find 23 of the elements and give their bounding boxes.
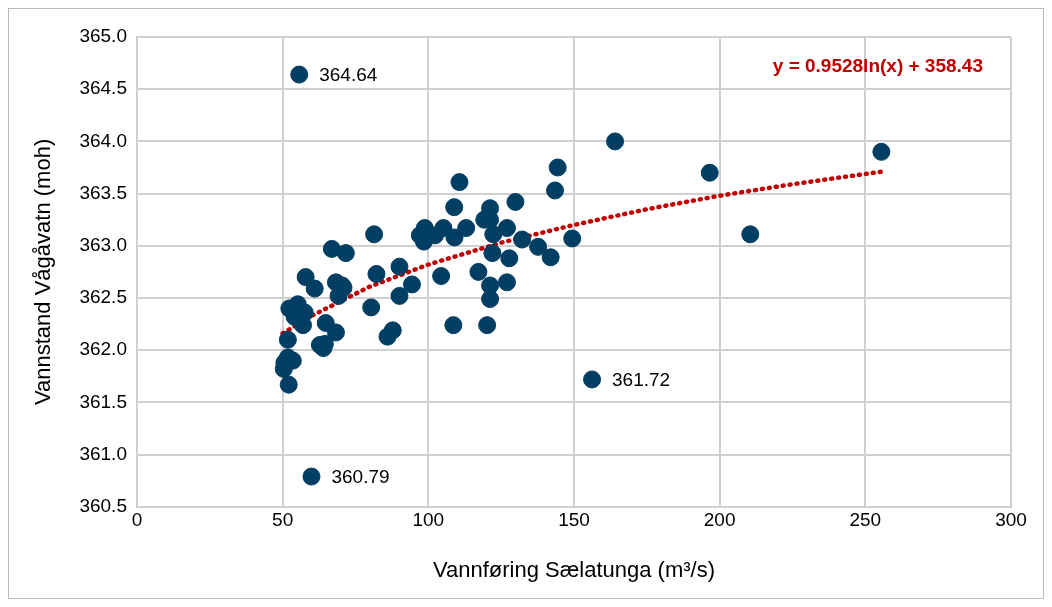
annotation: 360.79 (331, 465, 390, 487)
x-tick-label: 300 (995, 509, 1027, 531)
annotation: 361.72 (612, 368, 671, 390)
y-tick-label: 363.0 (79, 234, 127, 256)
y-tick-label: 362.5 (79, 286, 127, 308)
y-tick-label: 362.0 (79, 338, 127, 360)
x-tick-label: 0 (131, 509, 143, 531)
x-axis-title: Vannføring Sælatunga (m³/s) (432, 556, 715, 582)
y-tick-label: 364.0 (79, 129, 127, 151)
y-tick-label: 360.5 (79, 495, 127, 517)
y-tick-label: 365.0 (79, 25, 127, 47)
y-tick-label: 361.0 (79, 442, 127, 464)
y-tick-label: 363.5 (79, 181, 127, 203)
x-tick-label: 100 (412, 509, 445, 531)
y-tick-label: 364.5 (79, 77, 127, 99)
annotation: 364.64 (319, 63, 378, 85)
y-tick-label: 361.5 (79, 390, 127, 412)
x-tick-label: 50 (272, 509, 294, 531)
x-tick-label: 200 (703, 509, 736, 531)
y-axis-title: Vannstand Vågåvatn (moh) (30, 138, 56, 405)
annotation: y = 0.9528ln(x) + 358.43 (772, 55, 983, 77)
x-tick-label: 250 (849, 509, 882, 531)
x-tick-label: 150 (558, 509, 590, 531)
